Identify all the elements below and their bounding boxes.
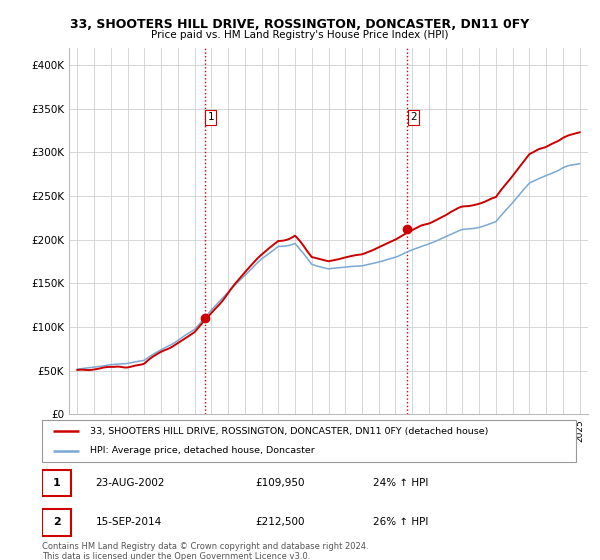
Text: Price paid vs. HM Land Registry's House Price Index (HPI): Price paid vs. HM Land Registry's House … [151, 30, 449, 40]
Text: HPI: Average price, detached house, Doncaster: HPI: Average price, detached house, Donc… [90, 446, 315, 455]
Text: 1: 1 [53, 478, 61, 488]
Text: 33, SHOOTERS HILL DRIVE, ROSSINGTON, DONCASTER, DN11 0FY (detached house): 33, SHOOTERS HILL DRIVE, ROSSINGTON, DON… [90, 427, 488, 436]
FancyBboxPatch shape [42, 420, 576, 462]
Text: 33, SHOOTERS HILL DRIVE, ROSSINGTON, DONCASTER, DN11 0FY: 33, SHOOTERS HILL DRIVE, ROSSINGTON, DON… [70, 18, 530, 31]
Text: 15-SEP-2014: 15-SEP-2014 [95, 517, 161, 527]
Text: 24% ↑ HPI: 24% ↑ HPI [373, 478, 428, 488]
Text: 2: 2 [53, 517, 61, 527]
Text: 1: 1 [208, 113, 214, 123]
Text: 23-AUG-2002: 23-AUG-2002 [95, 478, 165, 488]
Text: Contains HM Land Registry data © Crown copyright and database right 2024.
This d: Contains HM Land Registry data © Crown c… [42, 542, 368, 560]
Text: 26% ↑ HPI: 26% ↑ HPI [373, 517, 428, 527]
FancyBboxPatch shape [42, 470, 71, 496]
Text: £109,950: £109,950 [256, 478, 305, 488]
Text: 2: 2 [410, 113, 416, 123]
Text: £212,500: £212,500 [256, 517, 305, 527]
FancyBboxPatch shape [42, 509, 71, 535]
